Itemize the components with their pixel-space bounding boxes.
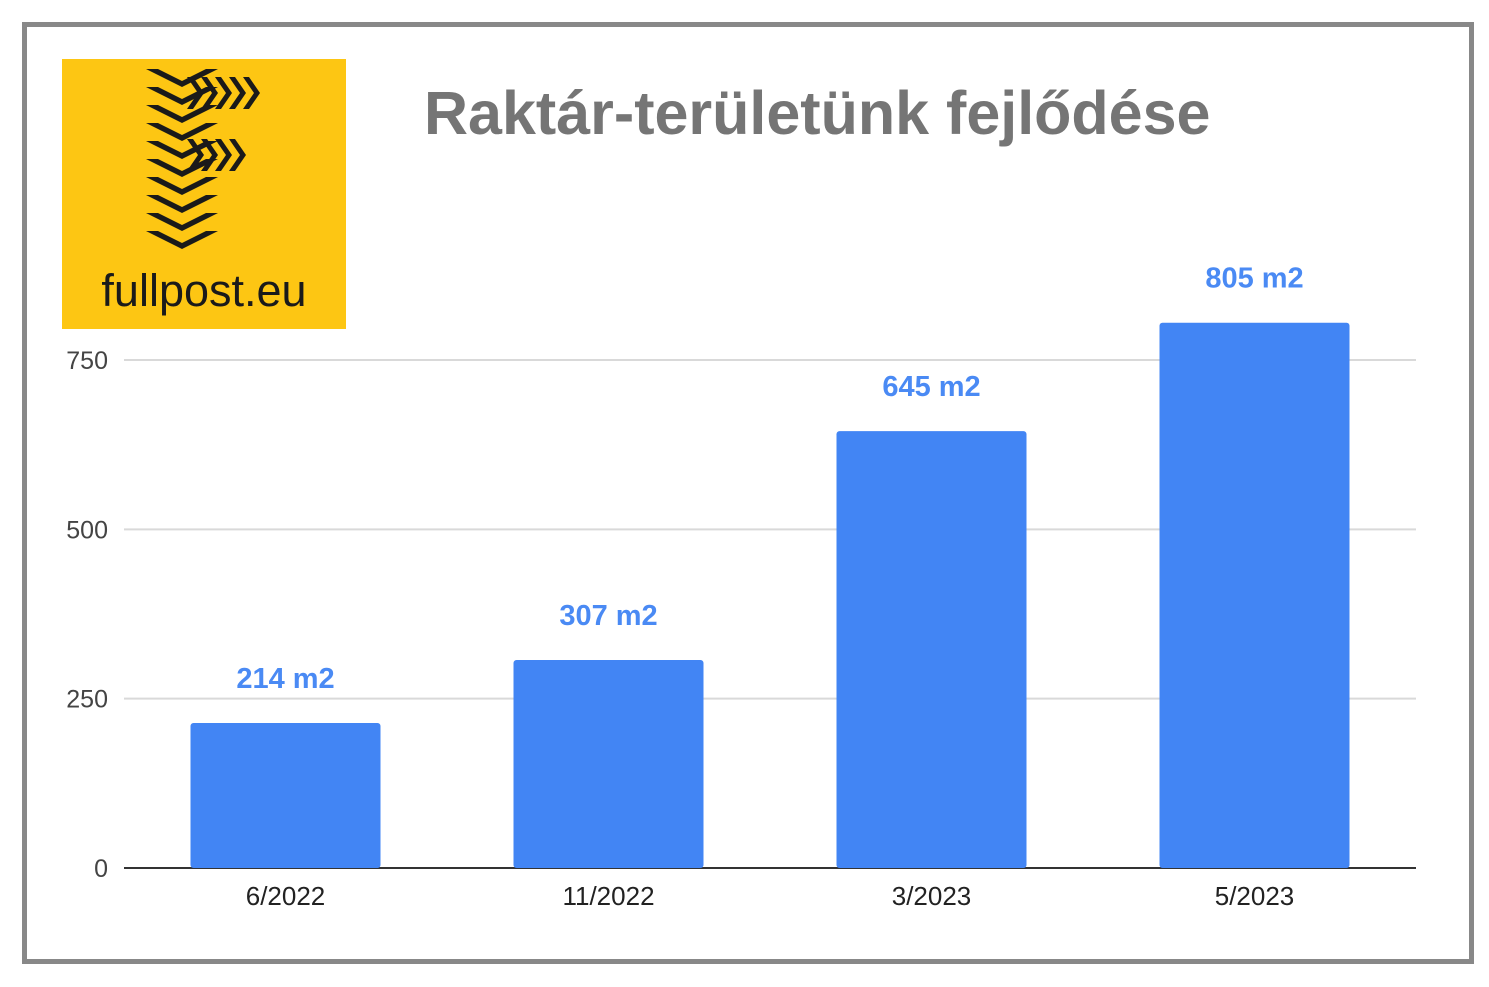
x-tick-label: 5/2023	[1215, 881, 1295, 911]
x-tick-label: 11/2022	[562, 881, 654, 911]
chart-title: Raktár-területünk fejlődése	[424, 79, 1211, 147]
data-label: 214 m2	[236, 663, 334, 695]
y-tick-label: 0	[94, 855, 108, 883]
bar	[836, 431, 1027, 868]
bar	[190, 723, 381, 868]
y-tick-label: 500	[66, 516, 108, 544]
data-label: 307 m2	[559, 600, 657, 632]
fullpost-logo: fullpost.eu	[62, 59, 346, 329]
y-tick-label: 750	[66, 347, 108, 375]
bar	[513, 660, 704, 868]
y-tick-label: 250	[66, 686, 108, 714]
data-label: 805 m2	[1205, 263, 1303, 295]
x-tick-label: 3/2023	[892, 881, 972, 911]
data-label: 645 m2	[882, 371, 980, 403]
bar	[1159, 322, 1350, 868]
x-tick-label: 6/2022	[246, 881, 326, 911]
logo-arrow-icon	[146, 69, 260, 249]
logo-brand-text: fullpost.eu	[101, 265, 307, 316]
